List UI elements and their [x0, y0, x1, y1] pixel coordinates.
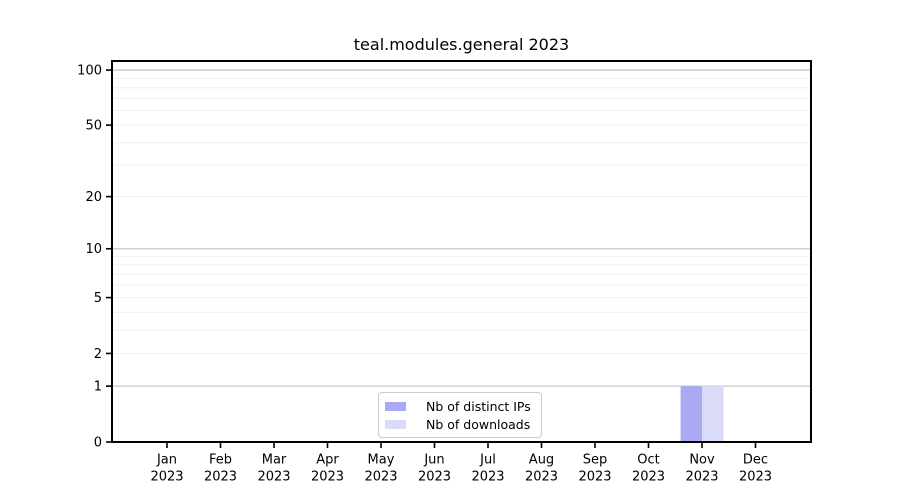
legend-swatch-downloads-icon [385, 419, 406, 429]
legend-swatch-distinct-ips-icon [385, 401, 406, 411]
x-tick-label-month: Nov [689, 453, 715, 468]
legend-label-distinct-ips: Nb of distinct IPs [426, 398, 531, 414]
bar-distinct-ips [680, 386, 702, 442]
bar-downloads [702, 386, 724, 442]
x-tick-label-month: Jan [156, 453, 177, 468]
x-tick-label-month: Aug [529, 453, 554, 468]
x-tick-label-year: 2023 [311, 470, 344, 485]
x-tick-label-month: May [368, 453, 395, 468]
x-tick-label-month: Feb [209, 453, 232, 468]
y-tick-label: 50 [85, 119, 102, 134]
x-tick-label-year: 2023 [578, 470, 611, 485]
x-tick-label-month: Apr [316, 453, 339, 468]
x-tick-label-year: 2023 [150, 470, 183, 485]
y-tick-label: 2 [94, 347, 102, 362]
x-tick-label-month: Oct [637, 453, 659, 468]
x-tick-label-month: Dec [743, 453, 768, 468]
y-tick-label: 20 [85, 190, 102, 205]
x-tick-label-year: 2023 [364, 470, 397, 485]
y-tick-label: 1 [94, 380, 102, 395]
y-tick-label: 0 [94, 436, 102, 451]
x-tick-label-year: 2023 [418, 470, 451, 485]
x-tick-label-year: 2023 [525, 470, 558, 485]
x-tick-label-year: 2023 [632, 470, 665, 485]
x-tick-label-month: Mar [262, 453, 287, 468]
x-tick-label-year: 2023 [739, 470, 772, 485]
legend: Nb of distinct IPs Nb of downloads [378, 392, 542, 438]
plot-border [111, 60, 812, 443]
y-tick-label: 100 [77, 64, 102, 79]
x-tick-label-year: 2023 [471, 470, 504, 485]
x-tick-label-year: 2023 [204, 470, 237, 485]
x-tick-label-month: Sep [583, 453, 608, 468]
x-tick-label-year: 2023 [685, 470, 718, 485]
chart-title: teal.modules.general 2023 [353, 35, 570, 54]
legend-item-distinct-ips: Nb of distinct IPs [385, 398, 533, 415]
y-tick-label: 10 [85, 242, 102, 257]
x-tick-label-month: Jun [423, 453, 444, 468]
legend-label-downloads: Nb of downloads [426, 416, 531, 432]
y-tick-label: 5 [94, 291, 102, 306]
x-tick-label-month: Jul [479, 453, 496, 468]
legend-item-downloads: Nb of downloads [385, 416, 533, 433]
x-tick-label-year: 2023 [257, 470, 290, 485]
